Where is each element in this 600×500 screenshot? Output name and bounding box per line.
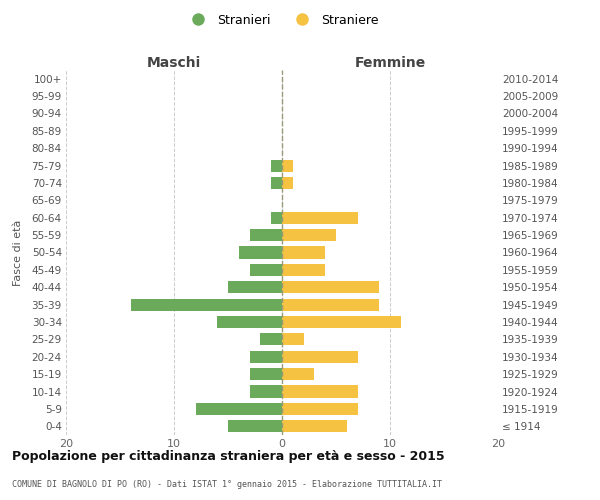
Bar (250, 368, 282, 380)
Bar (282, 177, 293, 189)
Legend: Stranieri, Straniere: Stranieri, Straniere (181, 8, 383, 32)
Bar (282, 334, 304, 345)
Bar (282, 212, 358, 224)
Bar (250, 386, 282, 398)
Bar (282, 298, 379, 310)
Bar (228, 420, 282, 432)
Bar (282, 160, 293, 172)
Bar (282, 229, 336, 241)
Text: Maschi: Maschi (147, 56, 201, 70)
Bar (196, 403, 282, 415)
Bar (282, 281, 379, 293)
Bar (282, 264, 325, 276)
Bar (282, 420, 347, 432)
Bar (271, 212, 282, 224)
Bar (271, 160, 282, 172)
Text: Popolazione per cittadinanza straniera per età e sesso - 2015: Popolazione per cittadinanza straniera p… (12, 450, 445, 463)
Y-axis label: Fasce di età: Fasce di età (13, 220, 23, 286)
Bar (282, 386, 358, 398)
Bar (250, 229, 282, 241)
Bar (282, 316, 401, 328)
Bar (271, 177, 282, 189)
Bar (217, 316, 282, 328)
Bar (250, 264, 282, 276)
Bar (282, 350, 358, 363)
Bar (250, 350, 282, 363)
Bar (260, 334, 282, 345)
Bar (282, 246, 325, 258)
Text: Femmine: Femmine (355, 56, 425, 70)
Bar (131, 298, 282, 310)
Bar (282, 403, 358, 415)
Bar (282, 368, 314, 380)
Bar (228, 281, 282, 293)
Text: COMUNE DI BAGNOLO DI PO (RO) - Dati ISTAT 1° gennaio 2015 - Elaborazione TUTTITA: COMUNE DI BAGNOLO DI PO (RO) - Dati ISTA… (12, 480, 442, 489)
Bar (239, 246, 282, 258)
